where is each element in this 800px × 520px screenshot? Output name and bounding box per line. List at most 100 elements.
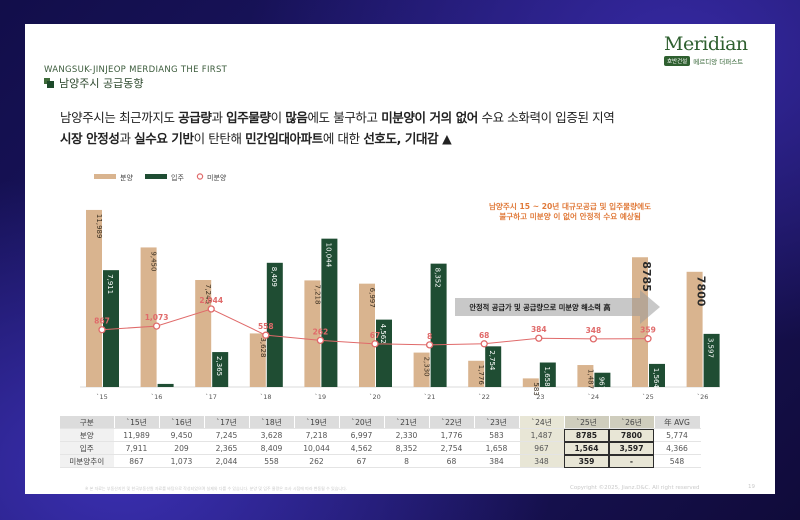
headline-text: 남양주시는 최근까지도 [60, 110, 179, 125]
table-cell: 2,365 [204, 441, 250, 455]
unsold-point [262, 331, 270, 339]
table-cell: 8,409 [249, 441, 295, 455]
bar-supply [522, 378, 539, 387]
table-header-cell: 구분 [60, 416, 115, 429]
unsold-label: 359 [640, 326, 656, 335]
table-cell: 2,044 [204, 454, 250, 468]
headline-text: 에도 불구하고 [307, 110, 382, 125]
x-tick-label: `22 [478, 393, 490, 401]
table-cell: 68 [429, 454, 475, 468]
trend-arrow [455, 290, 660, 324]
headline-emphasis: 실수요 기반 [134, 131, 194, 146]
unsold-point [644, 335, 652, 343]
table-cell: 4,366 [654, 441, 701, 455]
table-cell: 558 [249, 454, 295, 468]
bar-movein [594, 372, 611, 387]
headline-text: 과 [119, 131, 135, 146]
bar-label-movein: 8,352 [434, 268, 442, 288]
bar-supply [468, 360, 485, 387]
headline-emphasis: 많음 [285, 110, 308, 125]
bar-label-movein: 4,562 [379, 324, 387, 344]
logo-sub-text: 메르디앙 더퍼스트 [693, 58, 744, 66]
unsold-label: 68 [479, 331, 489, 340]
bar-supply [86, 209, 102, 387]
unsold-point [371, 340, 379, 348]
bar-supply [304, 280, 321, 387]
table-cell: 8785 [564, 428, 610, 442]
table-cell: 583 [474, 428, 520, 442]
annotation-sub: 불구하고 미분양 이 없어 안정적 수요 예상됨 [499, 211, 641, 221]
legend-marker-미분양 [196, 173, 204, 180]
section-mark-icon [44, 78, 54, 88]
bar-supply [195, 279, 212, 387]
unsold-point [152, 322, 161, 330]
x-tick-label: `15 [96, 393, 108, 401]
table-cell: 209 [159, 441, 205, 455]
bar-label-supply: 7,245 [204, 284, 212, 304]
unsold-label: 8 [427, 332, 432, 341]
bar-label-supply: 3,628 [259, 337, 267, 357]
headline-line-2: 시장 안정성과 실수요 기반이 탄탄해 민간임대아파트에 대한 선호도, 기대감… [60, 128, 614, 149]
legend-label: 입주 [171, 174, 184, 182]
headline-text: 에 대한 [322, 131, 364, 146]
table-header-cell: 年 AVG [654, 416, 701, 429]
x-tick-label: `23 [533, 393, 545, 401]
bar-label-movein: 2,754 [488, 350, 496, 371]
unsold-point [98, 326, 106, 334]
bar-supply [140, 247, 157, 387]
x-tick-label: `17 [205, 393, 217, 401]
table-cell: 8 [384, 454, 430, 468]
x-tick-label: `26 [697, 393, 709, 401]
section-title-text: 남양주시 공급동향 [59, 77, 144, 90]
unsold-label: 2,044 [199, 296, 223, 305]
table-cell: 867 [114, 454, 160, 468]
table-cell: 7,218 [294, 428, 340, 442]
table-cell: 11,989 [114, 428, 160, 442]
headline-text: 이 탄탄해 [193, 131, 246, 146]
table-cell: 967 [519, 441, 565, 455]
table-header-cell: `15년 [114, 416, 160, 429]
bar-label-movein: 1,658 [543, 367, 551, 387]
headline-emphasis: ▲ [438, 131, 452, 146]
x-tick-label: `24 [588, 393, 600, 401]
table-cell: 1,487 [519, 428, 565, 442]
table-cell: 7,245 [204, 428, 250, 442]
legend-swatch-입주 [145, 174, 167, 179]
bar-movein [321, 238, 338, 387]
bar-supply [359, 283, 375, 387]
bar-label-supply: 1,487 [586, 369, 594, 389]
section-title: 남양주시 공급동향 [44, 75, 143, 91]
x-tick-label: `18 [260, 393, 272, 401]
unsold-point [589, 335, 598, 343]
table-cell: 분양 [60, 428, 115, 442]
table-cell: 미분양추이 [60, 454, 115, 468]
x-tick-label: `19 [315, 393, 327, 401]
bar-label-movein: 7,911 [106, 274, 114, 294]
headline-emphasis: 선호도, 기대감 [363, 131, 439, 146]
bar-movein [703, 333, 720, 387]
annotation-title: 남양주시 15 ~ 20년 대규모공급 및 입주물량에도 [489, 201, 651, 211]
table-header-cell: `21년 [384, 416, 430, 429]
table-header-cell: `18년 [249, 416, 295, 429]
project-subtitle: WANGSUK-JINJEOP MERDIANG THE FIRST [44, 65, 228, 75]
table-cell: 7,911 [114, 441, 160, 455]
headline-emphasis: 민간임대아파트 [245, 131, 323, 146]
bar-movein [212, 352, 229, 387]
bar-movein [485, 346, 502, 387]
legend-label: 분양 [120, 174, 133, 182]
copyright: Copyright ©2025, Jianz.D&C. All right re… [570, 485, 700, 491]
supply-table: 구분 `15년 `16년 `17년 `18년 `19년 `20년 `21년 `22년 `23년 `2… [60, 416, 701, 468]
x-tick-label: `21 [424, 393, 436, 401]
table-cell: 7800 [609, 428, 655, 442]
headline-emphasis: 입주물량 [226, 110, 271, 125]
unsold-label: 558 [258, 322, 274, 331]
bar-label-supply: 7800 [695, 276, 708, 307]
table-cell: 3,597 [609, 441, 655, 455]
table-cell: 5,774 [654, 428, 701, 442]
table-header-cell: `22년 [429, 416, 475, 429]
table-header-cell: `23년 [474, 416, 520, 429]
table-row: 미분양추이 867 1,073 2,044 558 262 67 8 68 384 348 359-5… [60, 454, 701, 468]
unsold-point [480, 340, 488, 348]
bar-movein [539, 362, 556, 387]
x-tick-label: `25 [642, 393, 654, 401]
